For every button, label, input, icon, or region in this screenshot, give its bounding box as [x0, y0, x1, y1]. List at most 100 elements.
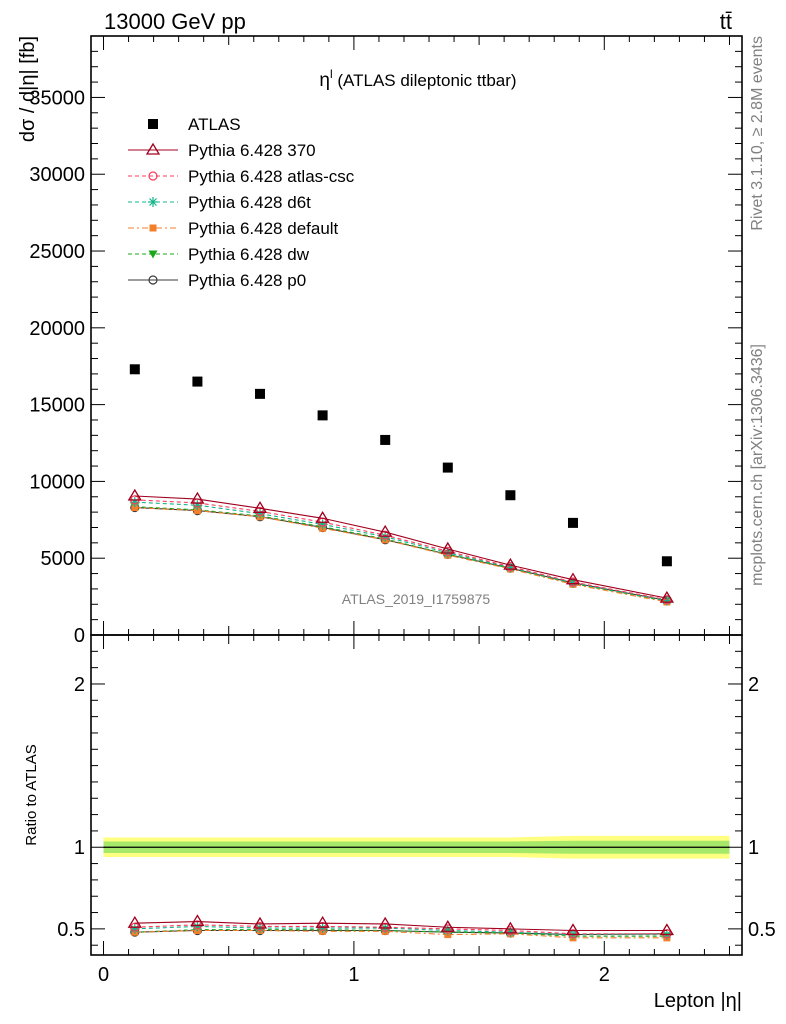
main-title: ηl (ATLAS dileptonic ttbar) [319, 67, 516, 91]
y-tick-label: 5000 [41, 548, 86, 570]
atlas-data-point [129, 364, 140, 375]
ratio-data-point [255, 921, 265, 932]
ratio-panel: 0 1 2 0.5 0.5 1 1 2 2 Ratio to ATLAS Lepton |η| [23, 634, 776, 1012]
ratio-xlabel: Lepton |η| [654, 990, 742, 1012]
ratio-data-point [190, 914, 205, 927]
legend-marker [149, 224, 157, 232]
y-tick-label-right: 2 [748, 674, 759, 696]
data-point [443, 546, 453, 556]
x-tick-label: 1 [348, 964, 359, 986]
analysis-watermark: ATLAS_2019_I1759875 [342, 591, 491, 607]
legend-label: Pythia 6.428 d6t [188, 193, 311, 212]
legend-marker [148, 119, 158, 129]
data-point [255, 506, 265, 516]
legend-label: Pythia 6.428 dw [188, 245, 310, 264]
atlas-data-point [192, 376, 203, 387]
ratio-axes: 0 1 2 0.5 0.5 1 1 2 2 [57, 635, 776, 986]
legend-marker [148, 171, 158, 181]
y-tick-label: 25000 [29, 241, 85, 263]
star-stroke [443, 926, 452, 935]
star-stroke [193, 922, 202, 931]
data-point [568, 577, 578, 587]
atlas-data-point [442, 462, 453, 473]
ratio-data-point [659, 923, 675, 936]
legend-marker [145, 142, 161, 155]
ratio-data-point [192, 920, 203, 930]
data-point [378, 524, 393, 537]
atlas-data-point [567, 517, 578, 528]
ratio-data-point [662, 929, 672, 939]
ratio-data-point [252, 916, 268, 929]
data-point [440, 541, 455, 554]
x-tick-label: 2 [599, 964, 610, 986]
data-point [193, 507, 201, 515]
main-axes: 0 5000 10000 15000 20000 25000 30000 35000 [29, 36, 742, 647]
ratio-data-point [315, 915, 330, 928]
legend-marker [148, 197, 158, 207]
ratio-data-point [568, 929, 578, 939]
main-ylabel: dσ / d|η| [fb] [17, 36, 39, 142]
y-tick-label: 10000 [29, 471, 85, 493]
data-point [252, 501, 268, 513]
ratio-series-line [134, 920, 667, 932]
legend-label: Pythia 6.428 atlas-csc [188, 167, 355, 186]
main-panel: 0 5000 10000 15000 20000 25000 30000 35000 ηl (… [17, 35, 743, 647]
ratio-data-point [565, 923, 581, 936]
series-line [134, 506, 667, 602]
data-point [380, 530, 390, 540]
main-title-sup: l [330, 67, 333, 81]
y-tick-label: 30000 [29, 164, 85, 186]
legend-marker [148, 275, 158, 285]
ratio-ylabel: Ratio to ATLAS [23, 744, 40, 845]
series-line [134, 506, 667, 603]
main-title-rest: (ATLAS dileptonic ttbar) [333, 71, 517, 90]
main-plot-content [127, 364, 675, 606]
ratio-data-point [380, 922, 390, 932]
energy-label: 13000 GeV pp [104, 9, 246, 34]
atlas-data-point [661, 556, 672, 567]
data-point [127, 488, 142, 501]
data-point [190, 491, 205, 504]
y-tick-label: 2 [74, 674, 85, 696]
ratio-data-point [127, 915, 142, 928]
star-stroke [506, 928, 515, 937]
atlas-data-point [317, 410, 328, 421]
y-tick-label: 1 [74, 837, 85, 859]
y-tick-label: 20000 [29, 318, 85, 340]
y-tick-label-right: 1 [748, 837, 759, 859]
series-line [134, 495, 667, 599]
legend-marker [148, 250, 158, 259]
legend: ATLAS Pythia 6.428 370 Pythia 6.428 atlas-… [128, 115, 355, 290]
legend-label: ATLAS [188, 115, 241, 134]
ratio-data-point [318, 921, 328, 932]
y-tick-label: 15000 [29, 395, 85, 417]
ratio-data-point [503, 921, 518, 934]
star-stroke [149, 198, 157, 206]
ratio-plot-content [103, 835, 730, 942]
y-tick-label: 0.5 [57, 919, 85, 941]
star-stroke [318, 924, 327, 932]
data-point [503, 557, 518, 570]
data-point [131, 504, 139, 512]
data-point [659, 590, 675, 603]
y-tick-label: 0 [74, 625, 85, 647]
series-line [134, 506, 667, 601]
legend-label: Pythia 6.428 default [188, 219, 339, 238]
atlas-data-point [380, 434, 391, 445]
process-label: tt̄ [720, 9, 732, 34]
ratio-data-point [378, 916, 393, 929]
y-tick-label: 35000 [29, 87, 85, 109]
data-point [315, 511, 330, 523]
rivet-label: Rivet 3.1.10, ≥ 2.8M events [749, 36, 766, 231]
y-tick-label-right: 0.5 [748, 919, 776, 941]
atlas-data-point [505, 490, 516, 501]
ratio-data-point [440, 919, 455, 932]
atlas-data-point [255, 388, 266, 399]
mcplots-label: mcplots.cern.ch [arXiv:1306.3436] [749, 344, 766, 586]
legend-label: Pythia 6.428 p0 [188, 271, 306, 290]
main-title-eta: η [319, 70, 330, 91]
series-line [134, 499, 667, 601]
x-tick-label: 0 [98, 964, 109, 986]
legend-label: Pythia 6.428 370 [188, 141, 316, 160]
